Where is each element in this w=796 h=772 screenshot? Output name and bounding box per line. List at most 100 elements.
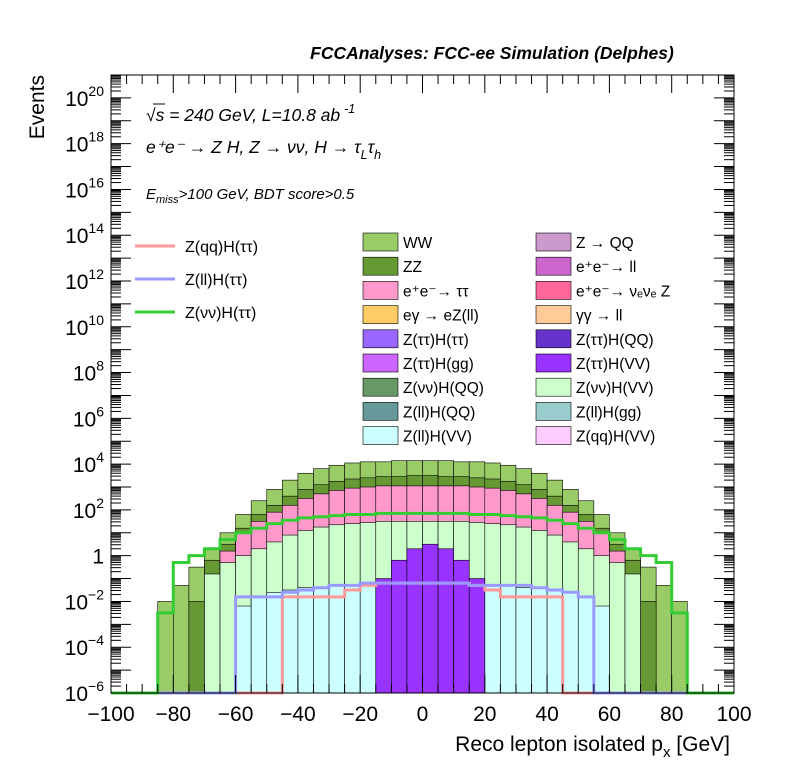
x-tick-label: 80 <box>660 703 683 726</box>
bar-z-ll-h-vv--16 <box>359 585 377 694</box>
bar-ww-36 <box>671 601 688 694</box>
x-tick-label: −60 <box>218 703 254 726</box>
bar-ww-3 <box>157 601 174 694</box>
energy-annotation: √s = 240 GeV, L=10.8 ab -1 <box>146 102 355 125</box>
bar-z-h-vv--17 <box>375 578 392 694</box>
legend-label: Z(ττ)H(VV) <box>576 356 650 373</box>
y-tick-label: 10−6 <box>65 678 105 706</box>
y-tick-label: 104 <box>73 449 104 477</box>
y-tick-label: 1014 <box>65 220 104 248</box>
legend-swatch <box>535 232 572 252</box>
y-axis-ticks: 10−6 10−4 10−2 1 102 104 106 108 1010 1012 1014 101… <box>65 75 734 706</box>
signal-legend-label: Z(qq)H(ττ) <box>185 239 258 256</box>
bar-z-ll-h-vv--28 <box>546 589 563 694</box>
legend-swatch <box>535 305 572 324</box>
legend-label: Z(ll)H(gg) <box>576 404 641 421</box>
bar-z-ll-h-vv--15 <box>344 585 361 694</box>
legend-label: e⁺e⁻→ ττ <box>403 283 469 300</box>
y-tick-label: 1 <box>92 546 104 569</box>
legend-swatch <box>535 256 572 276</box>
legend-swatch <box>535 329 572 349</box>
y-tick-label: 1012 <box>65 266 104 294</box>
legend-swatch <box>535 402 572 421</box>
y-tick-label: 10−4 <box>65 632 105 660</box>
bar-z-ll-h-vv--14 <box>328 585 345 694</box>
x-tick-label: −100 <box>87 703 134 726</box>
bar-z-ll-h-vv--30 <box>577 596 595 694</box>
bar-z-ll-h-vv--9 <box>250 596 268 694</box>
legend-label: Z → QQ <box>576 235 634 252</box>
y-tick-label: 102 <box>73 495 104 523</box>
process-annotation: e⁺e⁻ → Z H, Z → νν, H → τLτh <box>146 137 381 162</box>
bar-z-h-vv--19 <box>406 548 423 694</box>
legend-label: eγ → eZ(ll) <box>403 308 479 325</box>
x-tick-label: −80 <box>155 703 191 726</box>
legend-swatch <box>362 232 399 252</box>
background-legend: WW Z → QQ ZZ e⁺e⁻→ ll e⁺e⁻→ ττ e⁺e⁻→ νₑνₑ Z eγ… <box>362 232 670 446</box>
legend-swatch <box>362 426 399 445</box>
bar-z-h-vv--33 <box>624 573 641 694</box>
legend-label: Z(qq)H(VV) <box>576 429 655 446</box>
bar-ww-35 <box>655 585 672 694</box>
legend-swatch <box>362 353 399 373</box>
legend-swatch <box>362 305 399 324</box>
bar-zz-34 <box>640 601 657 694</box>
legend-swatch <box>362 281 399 300</box>
bar-z-ll-h-vv--10 <box>266 591 283 694</box>
legend-swatch <box>535 426 572 445</box>
legend-label: WW <box>403 235 433 252</box>
x-tick-label: 40 <box>535 703 558 726</box>
bar-z-ll-h-vv--29 <box>562 591 579 694</box>
bar-z-ll-h-vv--8 <box>235 605 252 694</box>
bar-z-h-vv--32 <box>609 562 626 694</box>
legend-label: γγ → ll <box>576 308 623 325</box>
y-tick-label: 1010 <box>65 312 104 340</box>
cut-annotation: Emiss>100 GeV, BDT score>0.5 <box>146 186 355 206</box>
bar-z-h-vv--6 <box>204 573 221 694</box>
legend-label: Z(ττ)H(QQ) <box>576 332 654 349</box>
y-tick-label: 108 <box>73 358 104 386</box>
bar-z-ll-h-vv--11 <box>282 589 299 694</box>
legend-label: e⁺e⁻→ ll <box>576 259 636 276</box>
legend-label: Z(ll)H(VV) <box>403 429 472 446</box>
bar-z-ll-h-vv--26 <box>515 587 532 694</box>
bar-zz-5 <box>188 601 205 694</box>
y-axis-label: Events <box>26 75 49 139</box>
signal-legend-label: Z(ll)H(ττ) <box>185 272 247 289</box>
y-tick-label: 1020 <box>65 83 104 111</box>
legend-label: ZZ <box>403 259 422 276</box>
bar-ww-4 <box>173 585 190 694</box>
x-tick-label: 0 <box>417 703 429 726</box>
legend-swatch <box>535 281 572 300</box>
bar-z-h-vv--18 <box>391 559 408 694</box>
bar-z-h-vv--22 <box>453 559 470 694</box>
x-axis-label: Reco lepton isolated px [GeV] <box>455 733 730 761</box>
y-tick-label: 106 <box>73 403 104 431</box>
x-tick-label: −20 <box>342 703 378 726</box>
legend-label: Z(ττ)H(ττ) <box>403 332 469 349</box>
legend-swatch <box>362 377 399 397</box>
x-axis-ticks: −100 −80 −60 −40 −20 0 20 40 60 80 100 <box>87 75 752 726</box>
bar-z-h-vv--23 <box>468 578 486 694</box>
x-tick-label: −40 <box>280 703 316 726</box>
bar-z-ll-h-vv--12 <box>297 587 314 694</box>
x-tick-label: 100 <box>716 703 751 726</box>
bar-z-ll-h-vv--25 <box>500 585 517 694</box>
legend-swatch <box>362 402 399 421</box>
legend-label: Z(νν)H(QQ) <box>403 380 484 397</box>
signal-legend-label: Z(νν)H(ττ) <box>185 305 256 322</box>
y-tick-label: 10−2 <box>65 586 105 614</box>
bar-z-h-vv--7 <box>219 562 236 694</box>
legend-swatch <box>362 329 399 349</box>
bar-z-ll-h-vv--27 <box>531 587 548 694</box>
chart-title: FCCAnalyses: FCC-ee Simulation (Delphes) <box>310 43 674 63</box>
signal-legend: Z(qq)H(ττ) Z(ll)H(ττ) Z(νν)H(ττ) <box>135 239 258 322</box>
legend-label: Z(ττ)H(gg) <box>403 356 474 373</box>
x-tick-label: 60 <box>598 703 621 726</box>
legend-label: e⁺e⁻→ νₑνₑ Z <box>576 283 670 300</box>
legend-swatch <box>362 256 399 276</box>
y-tick-label: 1016 <box>65 174 104 202</box>
legend-swatch <box>535 353 572 373</box>
legend-label: Z(νν)H(VV) <box>576 380 654 397</box>
